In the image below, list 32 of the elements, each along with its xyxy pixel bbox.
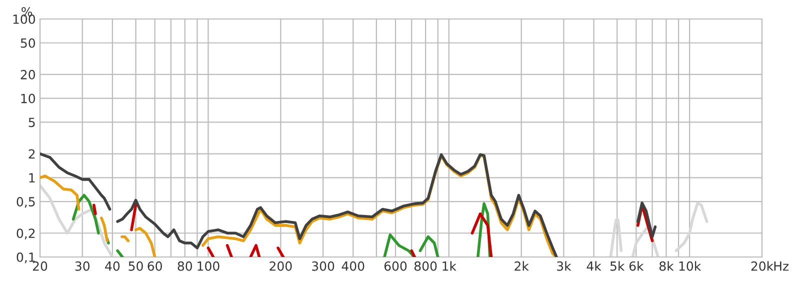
y-axis-title: % <box>22 7 32 17</box>
x-tick-label: 4k <box>586 261 602 271</box>
y-tick-label: 2 <box>28 149 35 159</box>
x-tick-label: 600 <box>384 261 407 271</box>
x-tick-label: 40 <box>105 261 120 271</box>
y-tick-label: 50 <box>20 38 36 48</box>
x-tick-label: 300 <box>312 261 334 271</box>
x-tick-label: 30 <box>75 261 90 271</box>
x-tick-label: 100 <box>198 261 220 271</box>
x-tick-label: 1k <box>442 261 456 271</box>
x-tick-label: 8k <box>659 261 674 271</box>
y-tick-label: 100 <box>13 14 36 24</box>
x-tick-label: 20k <box>751 261 774 271</box>
y-tick-label: 0,2 <box>16 228 35 240</box>
x-tick-label: 5k <box>610 261 625 271</box>
y-tick-label: 1 <box>29 173 35 182</box>
x-tick-label: 80 <box>178 261 192 271</box>
x-tick-label: 6k <box>629 261 644 271</box>
x-tick-label: 3k <box>557 261 572 271</box>
x-tick-label: 60 <box>148 261 162 271</box>
x-tick-label: 2k <box>514 261 529 271</box>
y-tick-label: 0,5 <box>16 197 35 208</box>
x-tick-label: 200 <box>270 261 292 271</box>
x-tick-label: 800 <box>414 261 437 271</box>
x-axis-title: Hz <box>774 262 789 271</box>
y-tick-label: 0,1 <box>16 252 35 264</box>
x-tick-label: 10k <box>679 261 702 271</box>
y-tick-label: 10 <box>21 94 36 104</box>
x-tick-label: 400 <box>342 261 364 271</box>
y-tick-label: 20 <box>20 70 36 80</box>
y-tick-label: 5 <box>28 118 35 128</box>
x-tick-label: 50 <box>128 261 143 271</box>
